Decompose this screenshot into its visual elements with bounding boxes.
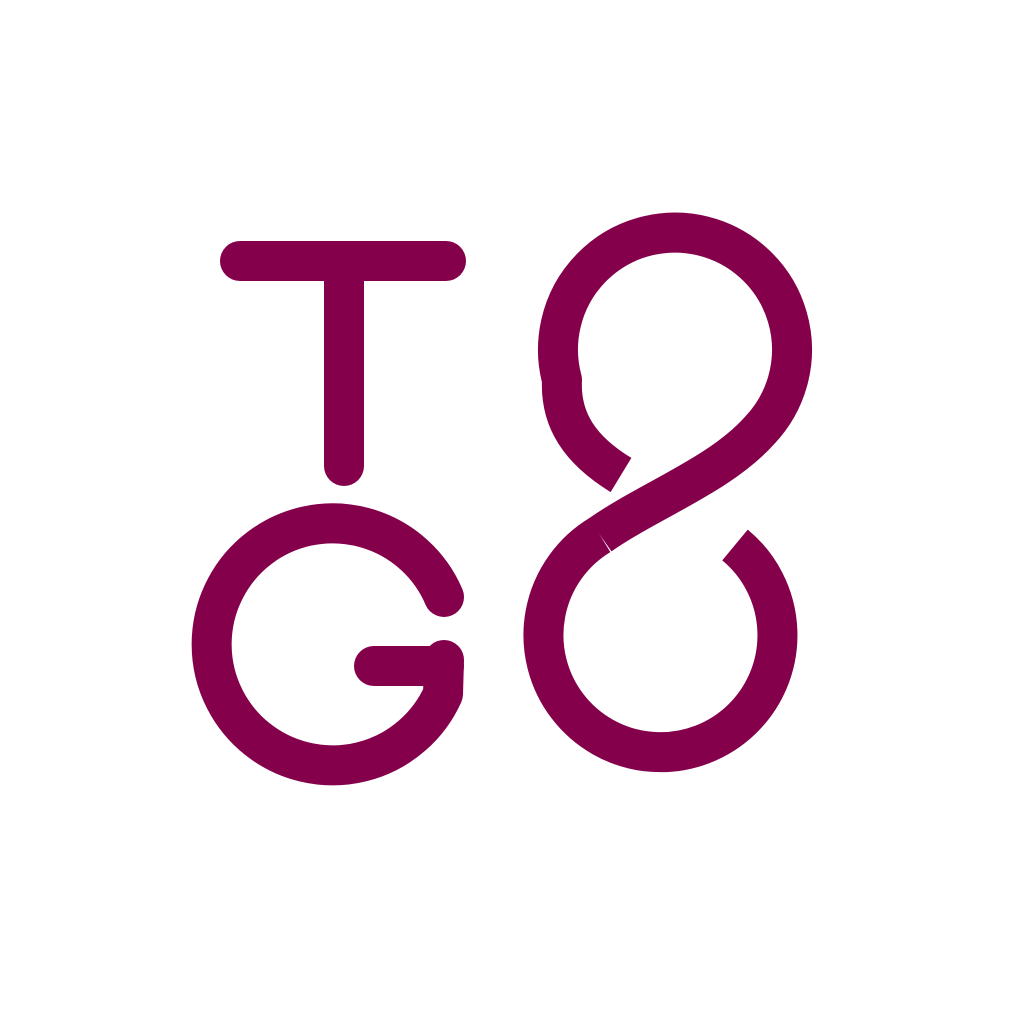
figure-eight-upper-loop [538,212,812,552]
figure-eight-lower-loop [523,517,798,773]
letter-g-bowl [191,503,464,786]
letter-t [220,241,466,486]
letter-g [191,503,464,786]
figure-eight [523,212,812,773]
